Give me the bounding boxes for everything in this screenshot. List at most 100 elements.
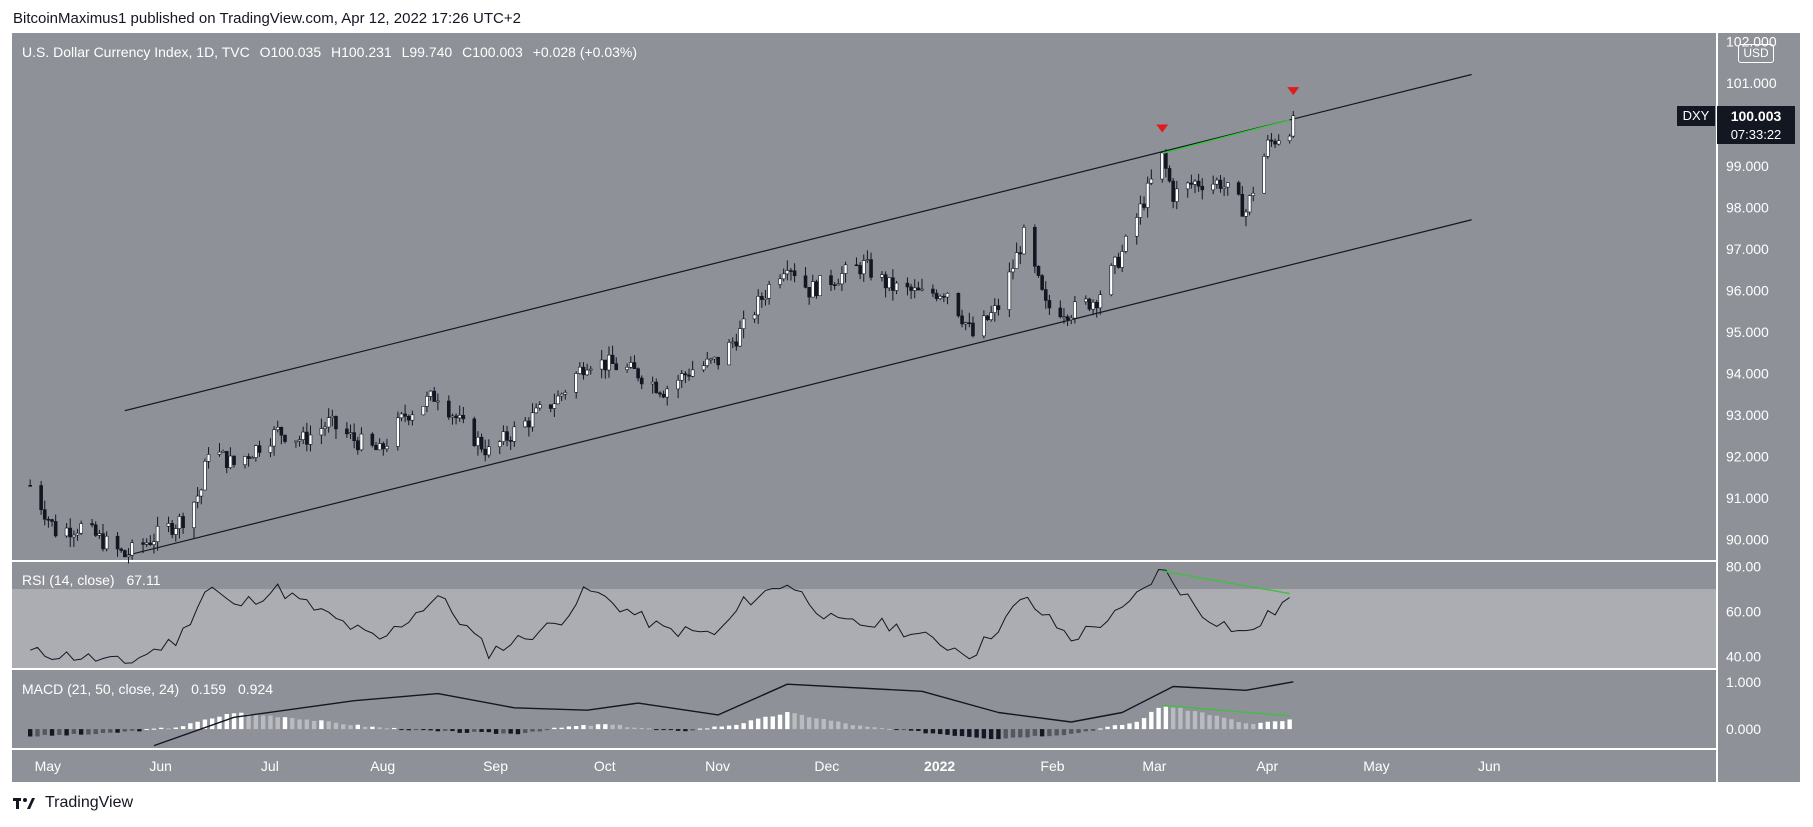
candle[interactable]	[1149, 178, 1154, 184]
candle[interactable]	[1109, 265, 1114, 296]
candle[interactable]	[996, 305, 1001, 310]
candle[interactable]	[457, 414, 462, 419]
candle[interactable]	[679, 373, 684, 381]
candle[interactable]	[345, 428, 349, 435]
tradingview-brand[interactable]: TradingView	[13, 794, 133, 812]
candle[interactable]	[559, 393, 564, 397]
candle[interactable]	[982, 315, 986, 337]
candle[interactable]	[803, 275, 808, 288]
candle[interactable]	[1236, 182, 1241, 195]
candle[interactable]	[206, 454, 211, 462]
candle[interactable]	[727, 342, 731, 366]
candle[interactable]	[1120, 251, 1124, 268]
candle[interactable]	[1033, 226, 1037, 267]
candle[interactable]	[144, 542, 149, 545]
candle[interactable]	[730, 341, 735, 344]
candle[interactable]	[858, 265, 862, 275]
candle[interactable]	[68, 527, 73, 538]
candle[interactable]	[785, 270, 790, 275]
candle[interactable]	[1251, 192, 1256, 196]
red-arrow-marker[interactable]	[1287, 87, 1300, 96]
candle[interactable]	[406, 416, 411, 421]
candle[interactable]	[436, 400, 440, 403]
candle[interactable]	[1094, 301, 1099, 309]
candle[interactable]	[581, 366, 586, 376]
price-axis[interactable]	[1718, 33, 1800, 782]
candle[interactable]	[956, 292, 961, 317]
candle[interactable]	[483, 448, 488, 456]
candle[interactable]	[650, 381, 655, 385]
candle[interactable]	[661, 393, 666, 398]
candle[interactable]	[93, 524, 98, 536]
candle[interactable]	[97, 533, 102, 536]
candle[interactable]	[832, 284, 837, 287]
candle[interactable]	[152, 541, 156, 545]
candle[interactable]	[403, 413, 407, 417]
candle[interactable]	[1167, 168, 1172, 182]
candle[interactable]	[283, 434, 287, 442]
candle[interactable]	[676, 379, 680, 390]
candle[interactable]	[625, 366, 629, 371]
candle[interactable]	[243, 456, 247, 465]
candle[interactable]	[938, 295, 943, 299]
candle[interactable]	[119, 548, 123, 551]
candle[interactable]	[880, 274, 884, 278]
candle[interactable]	[432, 390, 437, 402]
rsi-line[interactable]	[30, 568, 1290, 664]
candle[interactable]	[508, 440, 513, 442]
candle[interactable]	[370, 433, 375, 446]
candle[interactable]	[421, 406, 426, 416]
candle[interactable]	[246, 456, 251, 459]
candle[interactable]	[967, 322, 972, 324]
candle[interactable]	[942, 295, 946, 298]
candle[interactable]	[760, 296, 764, 300]
candle[interactable]	[46, 518, 51, 521]
candle[interactable]	[1222, 186, 1226, 189]
candle[interactable]	[916, 287, 921, 291]
candle[interactable]	[64, 527, 69, 537]
candle[interactable]	[428, 390, 433, 397]
candle[interactable]	[1171, 180, 1175, 202]
candle[interactable]	[556, 395, 560, 405]
candle[interactable]	[905, 282, 910, 288]
candle[interactable]	[272, 429, 276, 447]
candle[interactable]	[1084, 298, 1088, 303]
candle[interactable]	[912, 287, 917, 291]
candle[interactable]	[1193, 180, 1197, 185]
candle[interactable]	[450, 415, 455, 418]
candle[interactable]	[1138, 203, 1143, 218]
candle[interactable]	[50, 519, 54, 522]
candle[interactable]	[377, 443, 382, 451]
candle[interactable]	[628, 362, 633, 368]
candle[interactable]	[79, 523, 83, 534]
candle[interactable]	[166, 523, 171, 527]
candle[interactable]	[28, 485, 33, 487]
candle[interactable]	[301, 431, 306, 440]
candle[interactable]	[1124, 235, 1128, 252]
candle[interactable]	[104, 535, 109, 550]
candle[interactable]	[1266, 139, 1270, 157]
candle[interactable]	[738, 328, 742, 347]
candle[interactable]	[705, 358, 710, 366]
candle[interactable]	[585, 369, 589, 376]
candle[interactable]	[603, 359, 608, 371]
candle[interactable]	[141, 542, 145, 545]
time-axis[interactable]	[12, 750, 1716, 782]
candle[interactable]	[537, 404, 542, 409]
candle[interactable]	[1175, 188, 1179, 202]
candle[interactable]	[1160, 152, 1165, 180]
candle[interactable]	[348, 432, 353, 435]
candle[interactable]	[352, 432, 356, 442]
candle[interactable]	[807, 287, 811, 298]
price-pane[interactable]	[12, 33, 1716, 560]
candle[interactable]	[701, 365, 706, 371]
candle[interactable]	[221, 450, 225, 453]
candle[interactable]	[1011, 268, 1015, 273]
candle[interactable]	[563, 392, 568, 395]
candle[interactable]	[487, 446, 491, 456]
candle[interactable]	[232, 455, 236, 465]
candle[interactable]	[1291, 115, 1296, 137]
candle[interactable]	[716, 356, 720, 366]
candle[interactable]	[305, 431, 309, 445]
candle[interactable]	[323, 426, 327, 429]
